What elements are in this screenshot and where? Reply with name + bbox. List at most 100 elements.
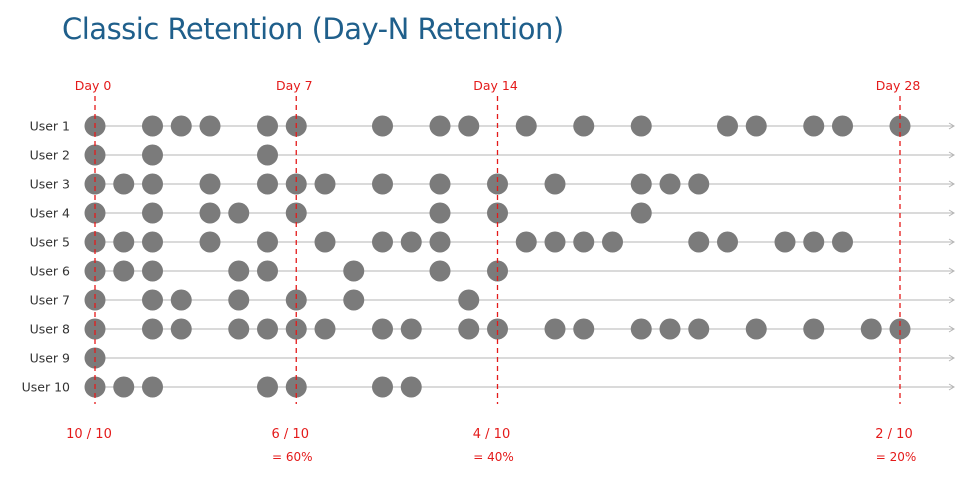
arrow-right-icon [948, 267, 955, 275]
activity-dot [860, 318, 882, 340]
activity-dot [142, 202, 163, 224]
day-marker-label: Day 7 [276, 78, 313, 93]
user-row-label: User 6 [30, 264, 70, 279]
activity-dot [314, 318, 336, 340]
activity-dot [84, 318, 106, 340]
user-row-label: User 8 [30, 322, 70, 337]
user-row-label: User 3 [30, 177, 70, 192]
activity-dot [803, 318, 825, 340]
arrow-right-icon [948, 296, 955, 304]
activity-dot [544, 173, 566, 195]
activity-dot [257, 318, 278, 340]
retention-count-label: 6 / 10 [272, 427, 309, 442]
activity-dot [228, 318, 250, 340]
activity-dot [170, 115, 192, 137]
activity-dot [429, 173, 451, 195]
activity-dot [688, 231, 710, 253]
activity-dot [257, 115, 278, 137]
activity-dot [717, 115, 738, 137]
activity-dot [199, 231, 221, 253]
activity-dot [400, 318, 422, 340]
activity-dot [659, 318, 681, 340]
activity-dot [372, 115, 393, 137]
activity-dot [429, 202, 451, 224]
activity-dot [372, 318, 393, 340]
activity-dot [659, 173, 681, 195]
arrow-right-icon [948, 122, 955, 130]
arrow-right-icon [948, 325, 955, 333]
arrow-right-icon [948, 238, 955, 246]
activity-dot [113, 260, 135, 282]
activity-dot [602, 231, 623, 253]
activity-dot [630, 202, 652, 224]
retention-count-label: 10 / 10 [66, 427, 112, 442]
activity-dot [889, 318, 911, 340]
user-row-label: User 10 [22, 380, 70, 395]
activity-dot [228, 289, 250, 311]
activity-dot [544, 318, 566, 340]
activity-dot [429, 115, 451, 137]
activity-dot [84, 173, 106, 195]
activity-dot [142, 231, 163, 253]
day-marker-label: Day 28 [876, 78, 921, 93]
activity-dot [257, 260, 278, 282]
activity-dot [113, 376, 135, 398]
user-row-label: User 5 [30, 235, 70, 250]
activity-dot [832, 115, 853, 137]
day-marker-label: Day 14 [473, 78, 518, 93]
activity-dot [803, 115, 825, 137]
activity-dot [142, 115, 163, 137]
page-title: Classic Retention (Day-N Retention) [62, 12, 564, 46]
activity-dot [228, 202, 250, 224]
activity-dot [372, 173, 393, 195]
activity-dot [458, 115, 480, 137]
activity-dot [573, 318, 595, 340]
user-row-label: User 7 [30, 293, 70, 308]
activity-dot [199, 173, 221, 195]
activity-dot [774, 231, 796, 253]
day-marker-label: Day 0 [75, 78, 112, 93]
activity-dot [142, 289, 163, 311]
activity-dot [142, 144, 163, 166]
activity-dot [228, 260, 250, 282]
activity-dot [429, 231, 451, 253]
activity-dot [199, 115, 221, 137]
retention-count-label: 4 / 10 [473, 427, 510, 442]
activity-dot [745, 318, 767, 340]
activity-dot [832, 231, 853, 253]
activity-dot [84, 289, 106, 311]
activity-dot [515, 115, 537, 137]
activity-dot [688, 173, 710, 195]
activity-dot [372, 376, 393, 398]
activity-dot [142, 260, 163, 282]
activity-dot [458, 318, 480, 340]
arrow-right-icon [948, 151, 955, 159]
activity-dot [199, 202, 221, 224]
activity-dot [429, 260, 451, 282]
retention-percent-label: = 40% [473, 450, 514, 464]
activity-dot [142, 376, 163, 398]
activity-dot [515, 231, 537, 253]
arrow-right-icon [948, 209, 955, 217]
activity-dot [487, 318, 508, 340]
activity-dot [257, 173, 278, 195]
activity-dot [745, 115, 767, 137]
activity-dot [717, 231, 738, 253]
activity-dot [257, 376, 278, 398]
activity-dot [285, 318, 307, 340]
activity-dot [400, 376, 422, 398]
retention-percent-label: = 60% [272, 450, 313, 464]
arrow-right-icon [948, 383, 955, 391]
retention-count-label: 2 / 10 [875, 427, 912, 442]
activity-dot [142, 318, 163, 340]
user-row-label: User 4 [30, 206, 70, 221]
activity-dot [170, 318, 192, 340]
activity-dot [314, 231, 336, 253]
activity-dot [343, 289, 365, 311]
activity-dot [487, 173, 508, 195]
activity-dot [544, 231, 566, 253]
activity-dot [630, 318, 652, 340]
activity-dot [372, 231, 393, 253]
activity-dot [113, 231, 135, 253]
activity-dot [803, 231, 825, 253]
